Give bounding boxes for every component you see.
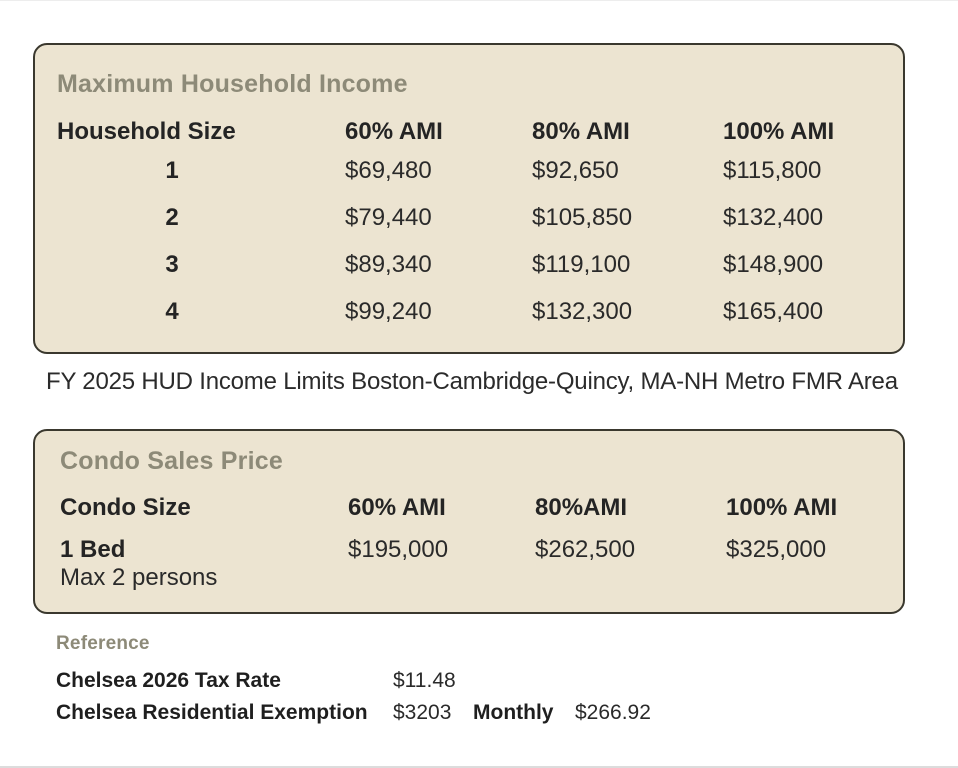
condo-table-header-row: Condo Size 60% AMI 80%AMI 100% AMI <box>60 493 903 523</box>
income-table-row: 3 $89,340 $119,100 $148,900 <box>57 241 903 288</box>
condo-header-80-ami: 80%AMI <box>535 494 628 521</box>
household-size-cell: 4 <box>165 298 179 325</box>
condo-table-row: 1 Bed Max 2 persons $195,000 $262,500 $3… <box>60 536 903 592</box>
condo-header-60-ami: 60% AMI <box>348 494 446 521</box>
income-60-ami-cell: $99,240 <box>345 298 432 325</box>
reference-row-tax-rate: Chelsea 2026 Tax Rate $11.48 <box>56 665 651 697</box>
income-80-ami-cell: $132,300 <box>532 298 633 325</box>
tax-rate-value: $11.48 <box>393 669 456 692</box>
household-size-cell: 3 <box>165 251 179 278</box>
income-header-80-ami: 80% AMI <box>532 118 630 145</box>
income-60-ami-cell: $89,340 <box>345 251 432 278</box>
income-table-row: 1 $69,480 $92,650 $115,800 <box>57 147 903 194</box>
condo-60-ami-price: $195,000 <box>348 536 449 563</box>
income-60-ami-cell: $69,480 <box>345 157 432 184</box>
income-100-ami-cell: $148,900 <box>723 251 824 278</box>
income-80-ami-cell: $92,650 <box>532 157 619 184</box>
page-bottom-divider <box>0 766 958 768</box>
condo-100-ami-price: $325,000 <box>726 536 827 563</box>
income-limits-panel: Maximum Household Income Household Size … <box>33 43 905 354</box>
income-header-60-ami: 60% AMI <box>345 118 443 145</box>
income-header-100-ami: 100% AMI <box>723 118 835 145</box>
income-100-ami-cell: $165,400 <box>723 298 824 325</box>
income-100-ami-cell: $115,800 <box>723 157 822 184</box>
exemption-label: Chelsea Residential Exemption <box>56 701 368 724</box>
income-header-household-size: Household Size <box>57 118 236 145</box>
income-table-row: 4 $99,240 $132,300 $165,400 <box>57 288 903 335</box>
condo-price-panel: Condo Sales Price Condo Size 60% AMI 80%… <box>33 429 905 614</box>
condo-size-cell: 1 Bed <box>60 536 126 563</box>
income-80-ami-cell: $105,850 <box>532 204 633 231</box>
income-80-ami-cell: $119,100 <box>532 251 631 278</box>
monthly-value: $266.92 <box>575 701 651 724</box>
household-size-cell: 2 <box>165 204 179 231</box>
monthly-label: Monthly <box>473 701 554 724</box>
income-limits-caption: FY 2025 HUD Income Limits Boston-Cambrid… <box>46 368 898 395</box>
reference-row-exemption: Chelsea Residential Exemption $3203 Mont… <box>56 697 651 729</box>
condo-header-100-ami: 100% AMI <box>726 494 838 521</box>
tax-rate-label: Chelsea 2026 Tax Rate <box>56 669 281 692</box>
reference-title: Reference <box>56 633 150 654</box>
exemption-value: $3203 <box>393 701 452 724</box>
income-100-ami-cell: $132,400 <box>723 204 824 231</box>
income-panel-title: Maximum Household Income <box>57 70 408 98</box>
reference-section: Reference Chelsea 2026 Tax Rate $11.48 C… <box>56 633 651 729</box>
income-table-row: 2 $79,440 $105,850 $132,400 <box>57 194 903 241</box>
condo-occupancy-note: Max 2 persons <box>60 564 218 591</box>
condo-80-ami-price: $262,500 <box>535 536 636 563</box>
income-table-header-row: Household Size 60% AMI 80% AMI 100% AMI <box>57 117 903 147</box>
income-60-ami-cell: $79,440 <box>345 204 432 231</box>
condo-panel-title: Condo Sales Price <box>60 447 283 475</box>
reference-rows: Chelsea 2026 Tax Rate $11.48 Chelsea Res… <box>56 665 651 729</box>
condo-header-size: Condo Size <box>60 494 191 521</box>
household-size-cell: 1 <box>165 157 179 184</box>
